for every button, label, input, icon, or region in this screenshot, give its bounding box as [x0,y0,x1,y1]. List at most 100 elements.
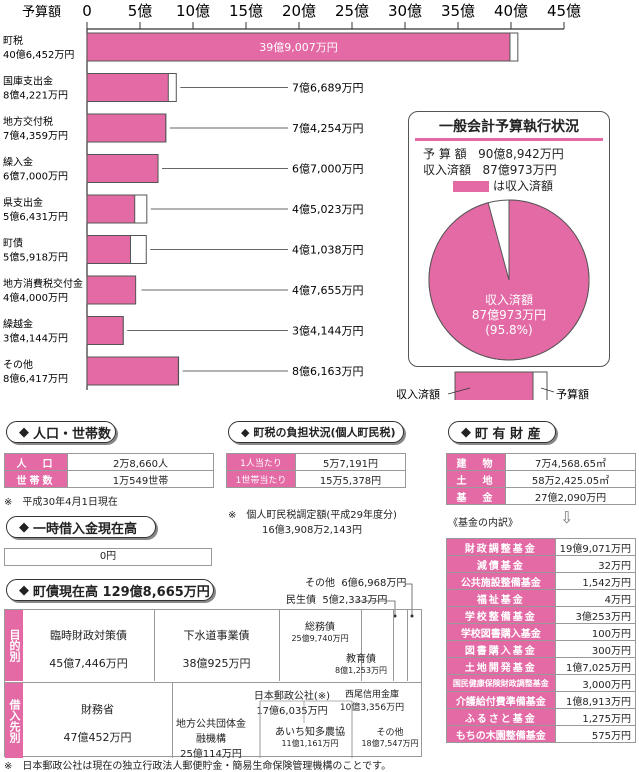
exec-received-label: 収入済額 [423,163,472,177]
population-table: 人 口 2万8,660人 世帯数 1万549世帯 [4,453,214,488]
exec-legend-text: は収入済額 [493,179,554,193]
table-row: 国民健康保険財政調整基金 3,000万円 [446,674,637,692]
temp-loan-value: 0円 [99,551,117,562]
lender-dividers [259,700,353,758]
lender-cells-right: 日本郵政公社(※) 17億6,035万円 西尾信用金庫 10億3,356万円 地… [172,682,422,760]
population-title: ◆ 人口・世帯数 [6,421,116,443]
tax-note-1: ※ 個人町民税調定額(平成29年度分) [228,510,397,521]
fund-value: 575万円 [554,725,637,743]
table-row: 土地開発基金 1億7,025万円 [446,657,637,675]
lender-name: 財務省 [81,703,114,716]
pie-label-3: (95.8%) [485,323,532,337]
table-row: 1人当たり 5万7,191円 [226,453,406,471]
tick-label: 30億 [388,2,422,20]
table-row: もちの木園整備基金 575万円 [446,725,637,743]
purpose-name: 臨時財政対策債 [50,629,127,642]
category-budget: 5億5,918万円 [3,251,68,264]
households-label: 世帯数 [4,470,68,488]
table-row: 世帯数 1万549世帯 [4,470,214,488]
funds-title: 《基金の内訳》 [448,518,518,529]
tick-label: 5億 [128,2,153,20]
purpose-value: 25億9,740万円 [291,634,349,643]
received-bar [86,32,511,62]
exec-received-value: 87億973万円 [482,163,557,177]
purpose-value: 45億7,446万円 [49,657,128,670]
table-row: ふるさと基金 1,275万円 [446,708,637,726]
table-row: 建 物 7万4,568.65㎡ [446,453,636,471]
pie-label-2: 87億973万円 [472,308,546,322]
education-callout: 教育債 8億1,253万円 [335,654,387,675]
category-label: 地方交付税 [3,115,53,128]
received-bar [86,235,132,264]
purpose-cell-4 [361,610,394,681]
fund-label: 基 金 [446,487,506,505]
tick-label: 10億 [176,2,210,20]
building-value: 7万4,568.65㎡ [505,453,636,471]
legend-received-bar [454,371,534,400]
tick-label: 20億 [282,2,316,20]
purpose-cell-3: 総務債 25億9,740万円 [279,610,362,681]
fund-value: 1億7,025万円 [554,657,637,675]
data-label: 39億9,007万円 [259,41,338,54]
legend-swatch [453,180,489,192]
execution-pie: 収入済額 87億973万円 (95.8%) [428,199,590,361]
tick-label: 25億 [335,2,369,20]
table-row: 福祉基金 4万円 [446,589,637,607]
pie-label-1: 収入済額 [485,292,533,307]
pie-received-slice [428,199,590,361]
category-budget: 3億4,144万円 [3,332,68,345]
table-row: 公共施設整備基金 1,542万円 [446,572,637,590]
tick-label: 0 [82,2,92,20]
per-household-value: 15万5,378円 [295,470,406,488]
lender-other: その他 18億7,547万円 [361,728,419,748]
funds-arrow-icon: ⇩ [560,508,574,527]
fund-name: ふるさと基金 [446,708,556,726]
tick-label: 35億 [441,2,475,20]
received-bar [86,73,169,102]
category-label: 町債 [3,237,23,250]
debt-other-callout: その他 6億6,968万円 [305,578,407,589]
temp-loan-value-box: 0円 [4,548,212,566]
table-row: 図書購入基金 300万円 [446,640,637,658]
table-row: 介護給付費準備基金 1億8,913万円 [446,691,637,709]
category-budget: 8億4,221万円 [3,89,68,102]
data-label: 3億4,144万円 [292,325,364,338]
category-label: 町税 [3,34,23,47]
fund-value: 300万円 [554,640,637,658]
budget-bar-chart: 予算額 0 5億 10億 15億 20億 25億 30億 35億 40億 45億町税40億6,452… [3,2,589,400]
data-label: 7億6,689万円 [292,82,364,95]
land-label: 土 地 [446,470,506,488]
received-bar [86,194,136,224]
lender-ja: あいち知多農協 11億1,161万円 [275,727,345,748]
table-row: 基 金 27億2,090万円 [446,487,636,505]
axis-label: 予算額 [22,5,61,20]
fund-name: 国民健康保険財政調整基金 [446,674,556,692]
received-bar [86,154,159,183]
debt-table: 目的別 臨時財政対策債 45億7,446万円 下水道事業債 38億925万円 総… [4,609,422,760]
data-label: 8億6,163万円 [292,365,364,378]
lender-nishio: 西尾信用金庫 10億3,356万円 [339,690,405,713]
fund-name: 財政調整基金 [446,538,556,556]
execution-panel: 一般会計予算執行状況 予 算 額 90億8,942万円 収入済額 87億973万… [408,111,610,367]
lender-jfm: 地方公共団体金融機構 25億114万円 [176,719,246,760]
building-label: 建 物 [446,453,506,471]
table-row: 学校整備基金 3億253万円 [446,606,637,624]
lender-label: 借入先別 [5,682,23,758]
exec-budget-value: 90億8,942万円 [478,147,564,161]
table-row: 減債基金 32万円 [446,555,637,573]
tick-label: 40億 [494,2,528,20]
data-label: 4億7,655万円 [292,284,364,297]
category-label: その他 [3,358,33,371]
land-value: 58万2,425.05㎡ [505,470,636,488]
lender-value: 47億452万円 [63,731,132,744]
fund-value: 27億2,090万円 [505,487,636,505]
fund-name: 福祉基金 [446,589,556,607]
households-value: 1万549世帯 [67,470,214,488]
debt-welfare-callout: 民生債 5億2,333万円 [286,595,388,606]
fund-name: 介護給付費準備基金 [446,691,556,709]
tax-note-2: 16億3,908万2,143円 [262,525,362,536]
debt-callout-lines [355,583,414,618]
category-label: 繰入金 [3,156,33,169]
category-budget: 5億6,431万円 [3,210,68,223]
funds-table: 財政調整基金 19億9,071万円 減債基金 32万円 公共施設整備基金 1,542万円福… [446,538,637,743]
